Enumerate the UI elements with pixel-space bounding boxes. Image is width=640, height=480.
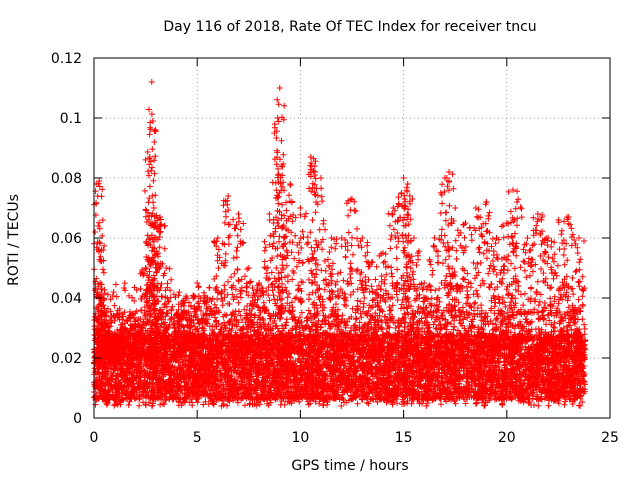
data-point bbox=[343, 302, 350, 309]
data-point bbox=[358, 314, 365, 321]
data-point bbox=[165, 298, 172, 305]
data-point bbox=[535, 402, 542, 409]
data-point bbox=[494, 315, 501, 322]
data-point bbox=[235, 399, 241, 406]
data-point bbox=[281, 401, 288, 408]
data-point bbox=[432, 325, 439, 332]
data-point bbox=[104, 291, 111, 298]
data-point bbox=[510, 315, 517, 322]
data-point bbox=[206, 284, 213, 291]
data-point bbox=[157, 401, 164, 408]
data-point bbox=[545, 402, 552, 409]
data-point bbox=[265, 292, 272, 299]
data-point bbox=[521, 290, 528, 297]
data-point bbox=[525, 400, 532, 406]
data-point bbox=[451, 323, 458, 330]
data-point bbox=[312, 398, 319, 405]
data-point bbox=[339, 312, 346, 319]
data-point bbox=[232, 286, 239, 293]
data-point bbox=[475, 293, 481, 300]
scatter-points bbox=[91, 79, 589, 409]
data-point bbox=[438, 401, 444, 408]
data-point bbox=[189, 402, 196, 409]
data-point bbox=[138, 307, 145, 314]
data-point bbox=[175, 306, 182, 313]
data-point bbox=[349, 305, 356, 312]
data-point bbox=[522, 343, 529, 350]
data-point bbox=[489, 320, 496, 327]
data-point bbox=[482, 309, 489, 316]
data-point bbox=[266, 297, 273, 304]
data-point bbox=[112, 281, 119, 288]
data-point bbox=[472, 299, 479, 306]
data-point bbox=[368, 283, 375, 290]
data-point bbox=[561, 401, 568, 408]
data-point bbox=[121, 309, 128, 316]
chart-title: Day 116 of 2018, Rate Of TEC Index for r… bbox=[163, 19, 536, 35]
